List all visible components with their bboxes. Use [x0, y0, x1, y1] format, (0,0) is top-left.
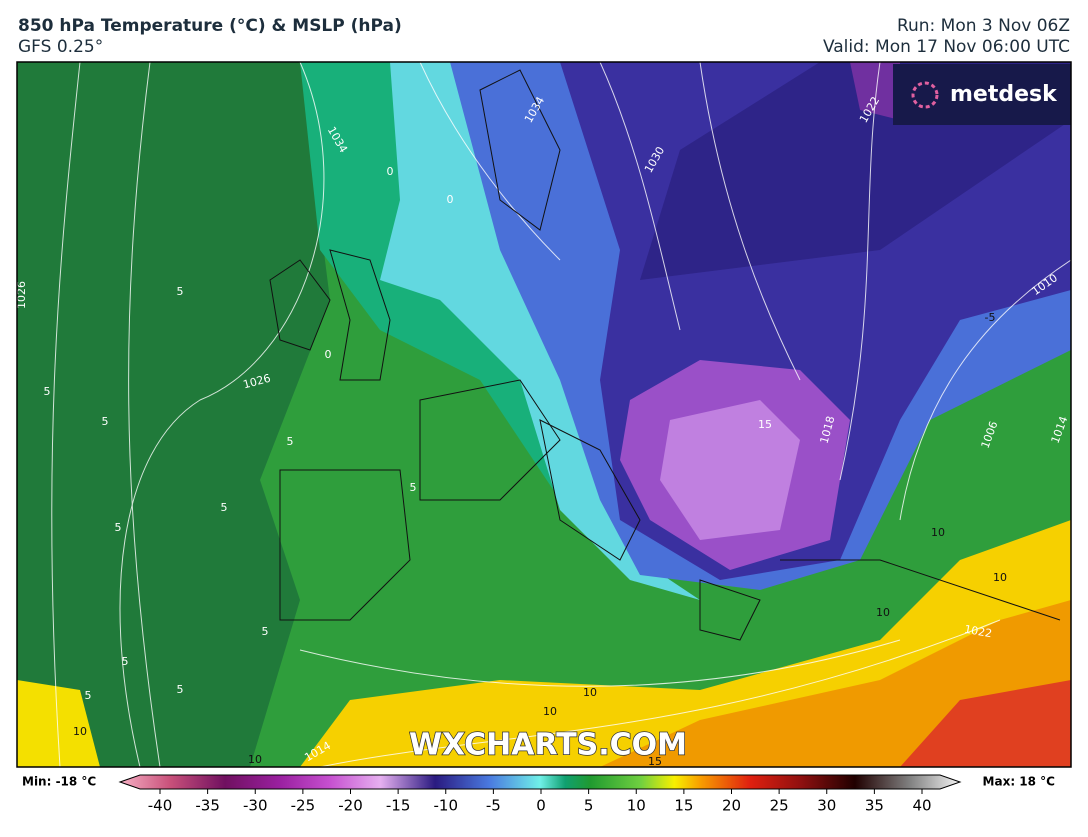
- colorbar-tick-label: 10: [627, 797, 646, 815]
- map-label: 0: [447, 193, 454, 206]
- map-label: 5: [177, 285, 184, 298]
- map-label: 10: [583, 686, 597, 699]
- map-label: 5: [102, 415, 109, 428]
- colorbar-tick-label: -30: [243, 797, 268, 815]
- colorbar-tick-label: -5: [486, 797, 501, 815]
- colorbar-tick-label: 5: [584, 797, 594, 815]
- colorbar-tick-label: 15: [674, 797, 693, 815]
- map-label: 5: [177, 683, 184, 696]
- map-label: 5: [221, 501, 228, 514]
- map-label: 5: [44, 385, 51, 398]
- run-time: Run: Mon 3 Nov 06Z: [897, 16, 1070, 36]
- colorbar-tick-label: -25: [291, 797, 316, 815]
- colorbar-min: Min: -18 °C: [22, 775, 96, 789]
- colorbar-tick-label: -10: [434, 797, 459, 815]
- colorbar-tick-label: -20: [338, 797, 363, 815]
- map-label: 1026: [15, 281, 28, 309]
- map-label: 0: [325, 348, 332, 361]
- colorbar: [118, 774, 962, 790]
- colorbar-tick-label: 30: [817, 797, 836, 815]
- map-label: 15: [758, 418, 772, 431]
- map-label: 10: [543, 705, 557, 718]
- colorbar-tick-label: 25: [770, 797, 789, 815]
- colorbar-tick-label: -40: [148, 797, 173, 815]
- subtitle: GFS 0.25°: [18, 37, 103, 57]
- colorbar-tick-label: 35: [865, 797, 884, 815]
- colorbar-tick-label: 40: [912, 797, 931, 815]
- map: metdesk WXCHARTS.COM 1034103410301022102…: [15, 62, 1071, 768]
- colorbar-tick-label: -35: [195, 797, 220, 815]
- title: 850 hPa Temperature (°C) & MSLP (hPa): [18, 16, 402, 36]
- colorbar-tick-label: 20: [722, 797, 741, 815]
- map-label: 10: [73, 725, 87, 738]
- map-label: 5: [410, 481, 417, 494]
- watermark: WXCHARTS.COM: [409, 728, 687, 763]
- map-label: 10: [876, 606, 890, 619]
- map-label: 5: [122, 655, 129, 668]
- map-label: 5: [115, 521, 122, 534]
- map-label: 10: [931, 526, 945, 539]
- colorbar-tick-label: -15: [386, 797, 411, 815]
- map-label: 10: [248, 753, 262, 766]
- map-label: 15: [648, 755, 662, 768]
- map-label: 5: [85, 689, 92, 702]
- map-label: 1022: [963, 623, 993, 641]
- logo: metdesk: [950, 82, 1058, 107]
- valid-time: Valid: Mon 17 Nov 06:00 UTC: [823, 37, 1070, 57]
- colorbar-tick-label: 0: [536, 797, 546, 815]
- map-label: 10: [993, 571, 1007, 584]
- map-label: 0: [387, 165, 394, 178]
- map-label: 5: [262, 625, 269, 638]
- colorbar-max: Max: 18 °C: [983, 775, 1056, 789]
- map-label: 5: [287, 435, 294, 448]
- map-label: -5: [985, 311, 996, 324]
